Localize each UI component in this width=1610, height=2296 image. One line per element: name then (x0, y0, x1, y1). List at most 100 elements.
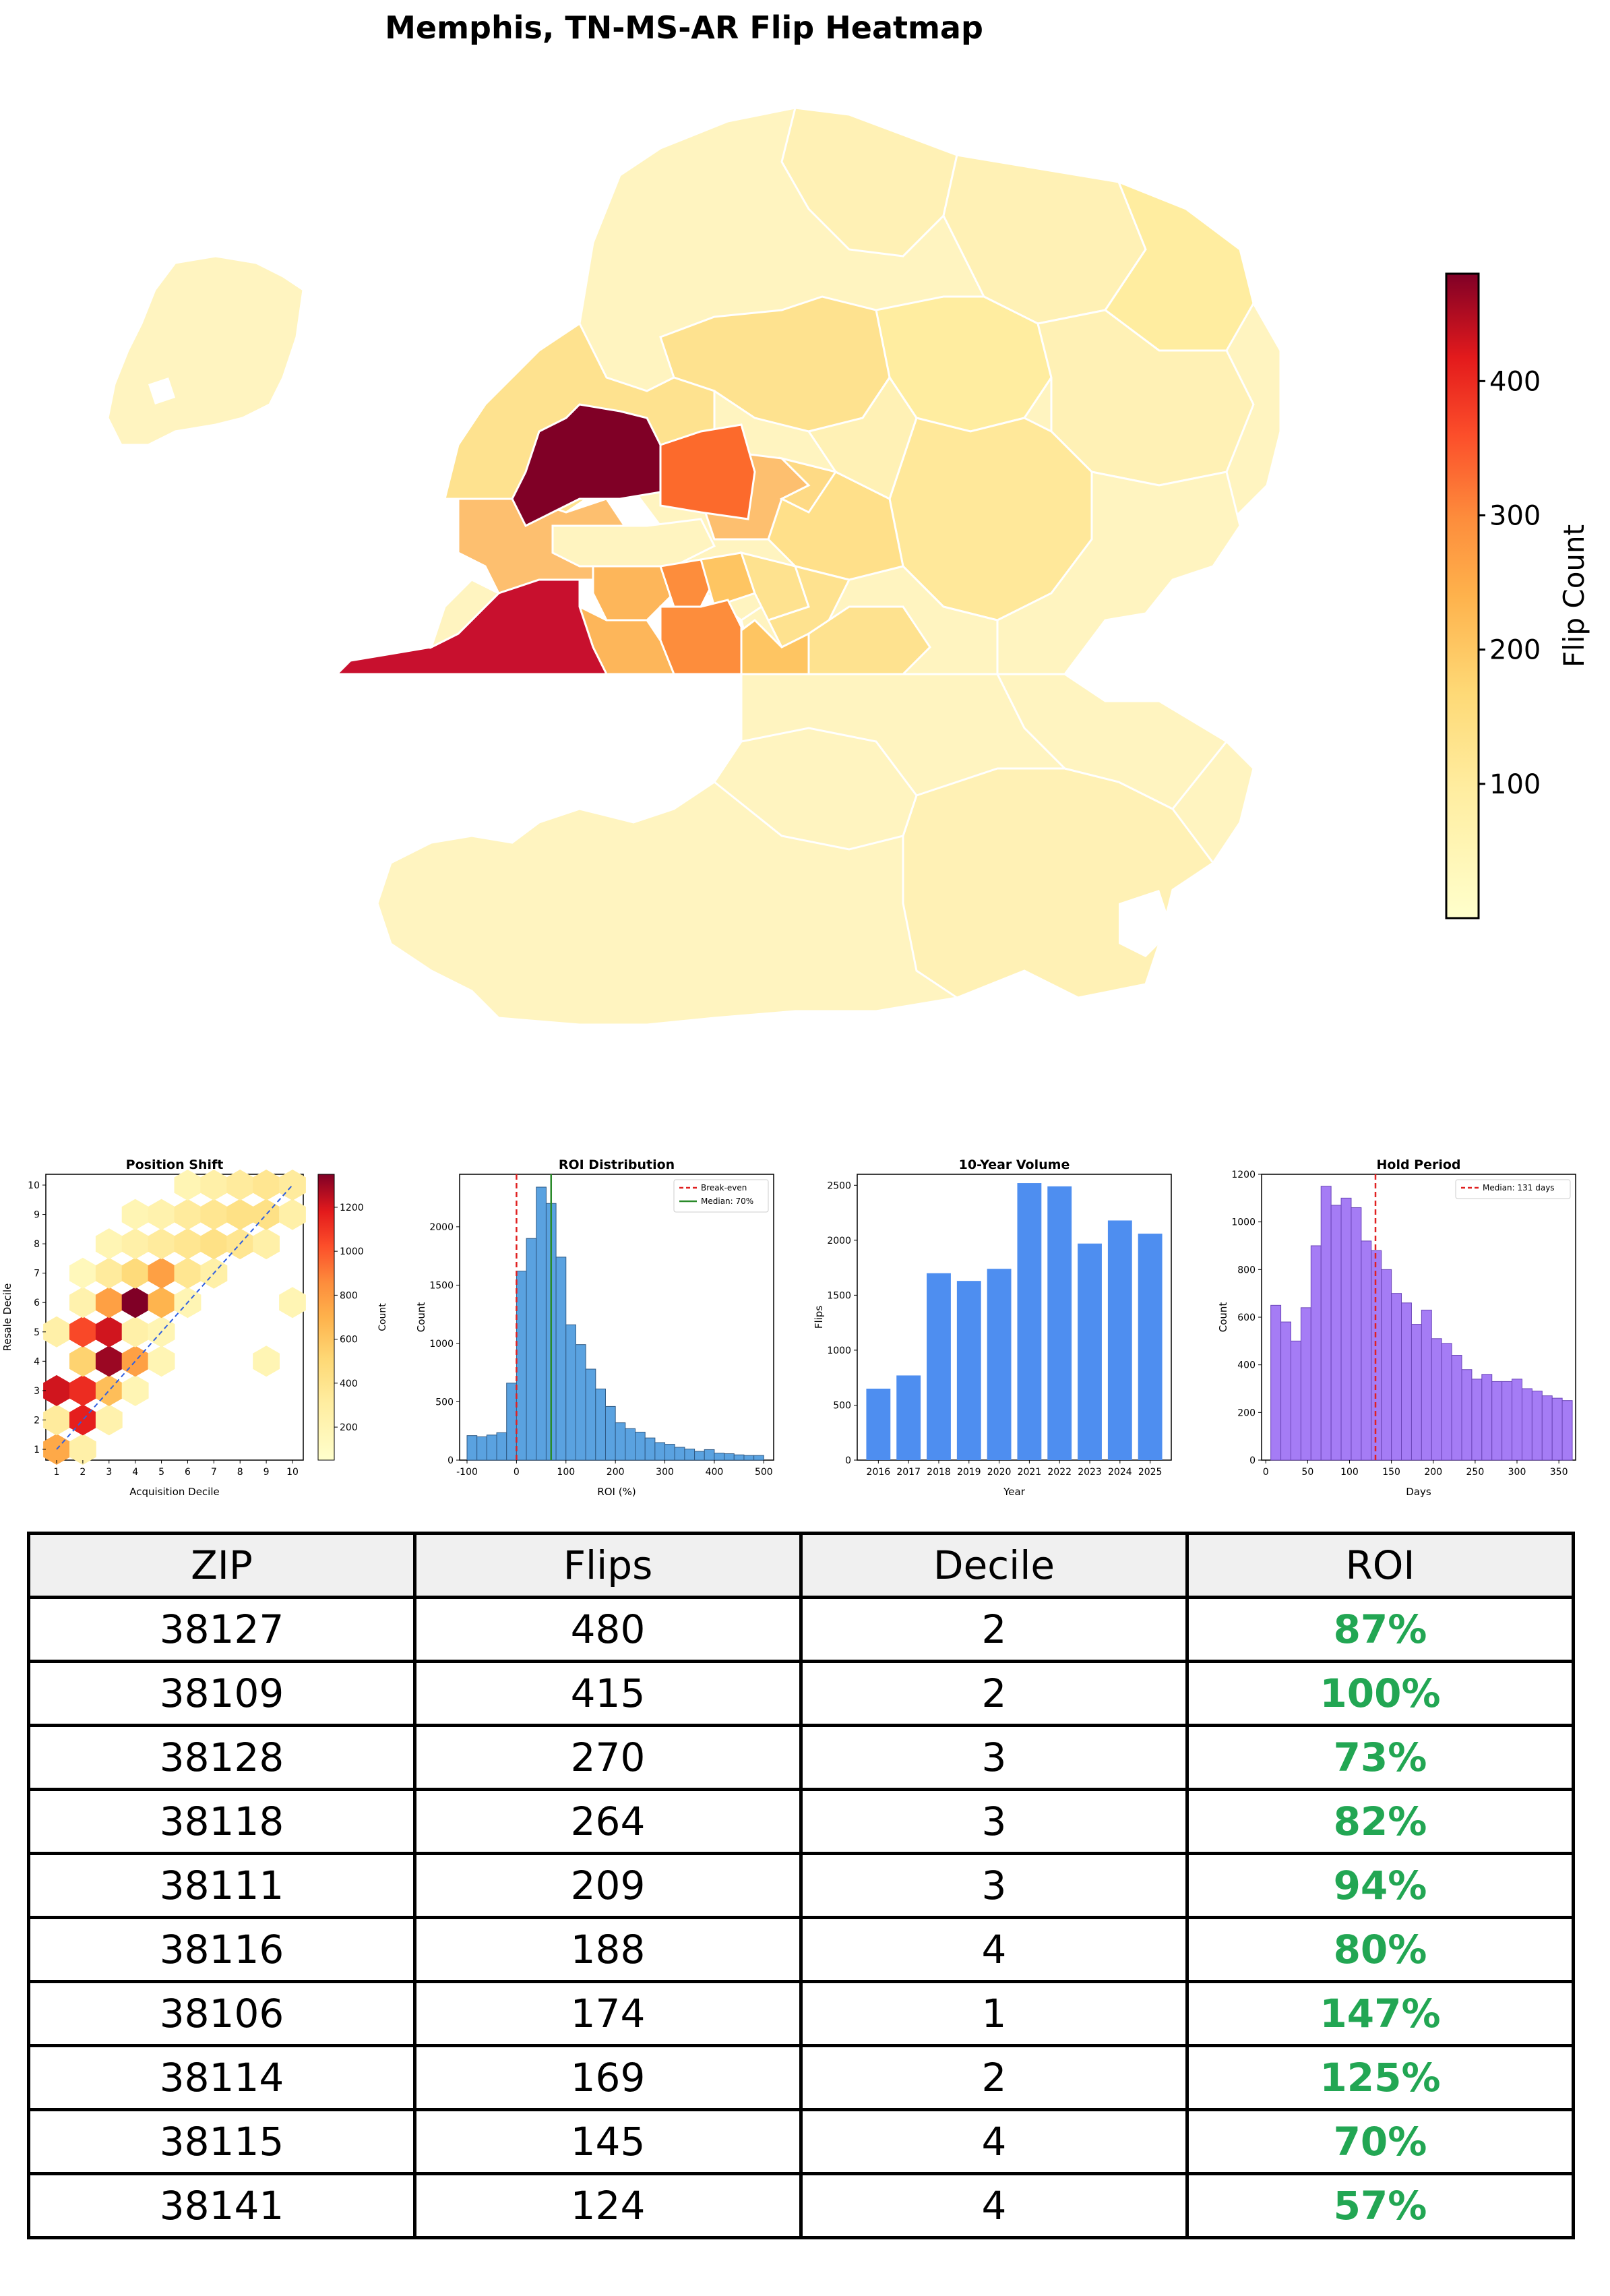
colorbar-label: Count (377, 1303, 388, 1331)
colorbar-tick-label: 800 (340, 1290, 358, 1301)
zip-cell: 38118 (27, 1788, 416, 1855)
flips-cell: 188 (413, 1916, 803, 1983)
map-region (551, 518, 716, 568)
colorbar-tick-label: 600 (340, 1335, 358, 1346)
y-axis-label: Flips (813, 1306, 825, 1329)
hexbin-cell (95, 1287, 123, 1319)
x-tick-label: 2020 (987, 1467, 1012, 1478)
x-axis-label: ROI (%) (597, 1486, 636, 1498)
colorbar-tick-label: 200 (1489, 635, 1541, 666)
legend-label: Median: 131 days (1483, 1183, 1555, 1192)
x-tick-label: 400 (706, 1467, 724, 1478)
chart-title: 10-Year Volume (959, 1157, 1070, 1172)
y-tick-label: 1500 (429, 1280, 454, 1291)
histogram-bar (694, 1451, 705, 1461)
x-tick-label: 2023 (1078, 1467, 1102, 1478)
hexbin-cell (253, 1346, 280, 1377)
histogram-bar (684, 1449, 695, 1461)
hexbin-cell (95, 1346, 123, 1377)
histogram-bar (605, 1406, 616, 1461)
column-header-zip: ZIP (27, 1532, 416, 1599)
histogram-bar (1431, 1338, 1442, 1461)
volume-bar (1107, 1220, 1132, 1460)
histogram-bar (585, 1368, 596, 1461)
flips-cell: 415 (413, 1660, 803, 1727)
flip-heatmap-map (106, 107, 1282, 1026)
page-title: Memphis, TN-MS-AR Flip Heatmap (385, 9, 983, 46)
position-shift-panel: Position Shift Acquisition Decile Resale D… (1, 1157, 388, 1498)
histogram-bar (1491, 1381, 1503, 1461)
hexbin-cell (121, 1257, 149, 1289)
y-tick-label: 1 (34, 1445, 40, 1455)
histogram-bar (753, 1455, 764, 1461)
hexbin-cell (148, 1228, 175, 1260)
histogram-bar (704, 1449, 715, 1461)
decile-cell: 3 (799, 1852, 1189, 1919)
volume-bar (927, 1273, 951, 1460)
histogram-bar (476, 1436, 487, 1461)
roi-cell: 87% (1185, 1596, 1575, 1663)
histogram-bar (1421, 1309, 1432, 1461)
decile-cell: 3 (799, 1724, 1189, 1791)
y-tick-label: 0 (447, 1455, 454, 1466)
y-tick-label: 2000 (827, 1236, 851, 1246)
histogram-bar (1391, 1293, 1402, 1461)
map-region (148, 377, 175, 404)
y-tick-label: 7 (34, 1269, 40, 1279)
y-tick-label: 5 (34, 1327, 40, 1338)
volume-bar (1138, 1234, 1163, 1460)
map-region (429, 578, 501, 649)
histogram-bar (743, 1455, 755, 1461)
hexbin-cell (121, 1228, 149, 1260)
hexbin-cell (121, 1199, 149, 1230)
hexbin-cell (69, 1316, 96, 1348)
roi-cell: 100% (1185, 1660, 1575, 1727)
histogram-bar (714, 1453, 725, 1461)
zip-summary-table: ZIP Flips Decile ROI 38127 480 2 87% 38109 41… (27, 1532, 1575, 2239)
hexbin-cell (69, 1434, 96, 1465)
hexbin-cell (200, 1170, 228, 1201)
roi-cell: 57% (1185, 2172, 1575, 2239)
hexbin-cell (95, 1257, 123, 1289)
map-region (712, 727, 918, 851)
roi-cell: 94% (1185, 1852, 1575, 1919)
histogram-bar (1501, 1381, 1513, 1461)
histogram-bar (1471, 1379, 1483, 1461)
hexbin-cell (174, 1199, 202, 1230)
map-region (995, 673, 1229, 810)
x-tick-label: 300 (656, 1467, 674, 1478)
y-tick-label: 2 (34, 1415, 40, 1426)
flips-cell: 480 (413, 1596, 803, 1663)
histogram-bar (664, 1444, 675, 1461)
histogram-bar (1481, 1374, 1493, 1461)
histogram-bar (1330, 1205, 1342, 1461)
flips-cell: 169 (413, 2044, 803, 2111)
histogram-bar (615, 1422, 626, 1461)
zip-cell: 38128 (27, 1724, 416, 1791)
flips-cell: 264 (413, 1788, 803, 1855)
colorbar-tick-label: 200 (340, 1422, 358, 1433)
histogram-bar (1441, 1343, 1452, 1461)
histogram-bar (1300, 1307, 1311, 1461)
x-tick-label: 4 (132, 1467, 138, 1478)
chart-title: Hold Period (1376, 1157, 1460, 1172)
histogram-bar (1551, 1397, 1563, 1461)
x-tick-label: 5 (158, 1467, 164, 1478)
column-header-flips: Flips (413, 1532, 803, 1599)
table-row: 38141 124 4 57% (27, 2172, 1575, 2239)
legend-label: Break-even (701, 1183, 747, 1192)
column-header-roi: ROI (1185, 1532, 1575, 1599)
histogram-bar (1512, 1379, 1522, 1461)
zip-cell: 38114 (27, 2044, 416, 2111)
flip-count-colorbar: 100 200 300 400 Flip Count (1445, 272, 1590, 919)
table-row: 38116 188 4 80% (27, 1916, 1575, 1983)
column-header-decile: Decile (799, 1532, 1189, 1599)
histogram-bar (674, 1447, 685, 1461)
table-row: 38106 174 1 147% (27, 1980, 1575, 2047)
colorbar-tick-label: 400 (340, 1379, 358, 1389)
hexbin-cell (121, 1374, 149, 1406)
x-tick-label: 2021 (1018, 1467, 1042, 1478)
y-tick-label: 3 (34, 1386, 40, 1397)
hexbin-cell (174, 1170, 202, 1201)
decile-cell: 4 (799, 2172, 1189, 2239)
